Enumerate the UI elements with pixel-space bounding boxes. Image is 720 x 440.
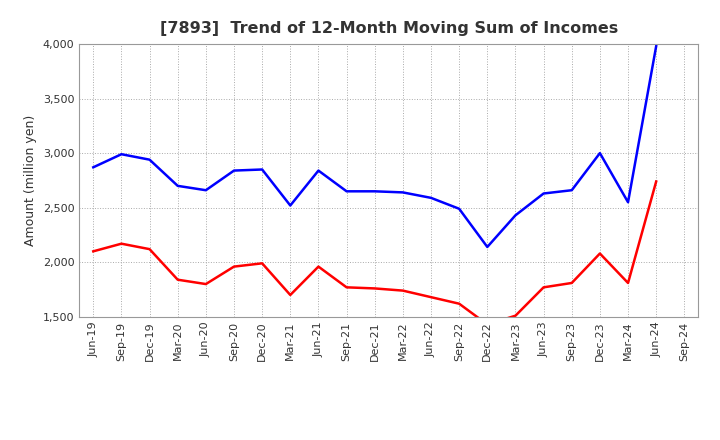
Net Income — [595, 251, 604, 256]
Net Income — [511, 313, 520, 319]
Ordinary Income — [399, 190, 408, 195]
Ordinary Income — [370, 189, 379, 194]
Title: [7893]  Trend of 12-Month Moving Sum of Incomes: [7893] Trend of 12-Month Moving Sum of I… — [160, 21, 618, 36]
Ordinary Income — [427, 195, 436, 201]
Ordinary Income — [595, 150, 604, 156]
Net Income — [258, 260, 266, 266]
Net Income — [230, 264, 238, 269]
Ordinary Income — [567, 187, 576, 193]
Net Income — [174, 277, 182, 282]
Net Income — [455, 301, 464, 306]
Net Income — [370, 286, 379, 291]
Ordinary Income — [511, 213, 520, 218]
Net Income — [652, 179, 660, 184]
Net Income — [483, 322, 492, 327]
Ordinary Income — [89, 165, 98, 170]
Ordinary Income — [174, 183, 182, 188]
Net Income — [89, 249, 98, 254]
Ordinary Income — [202, 187, 210, 193]
Net Income — [539, 285, 548, 290]
Net Income — [399, 288, 408, 293]
Ordinary Income — [230, 168, 238, 173]
Ordinary Income — [539, 191, 548, 196]
Net Income — [117, 241, 126, 246]
Ordinary Income — [652, 44, 660, 49]
Ordinary Income — [624, 200, 632, 205]
Line: Net Income: Net Income — [94, 181, 656, 324]
Net Income — [202, 282, 210, 287]
Net Income — [145, 246, 154, 252]
Ordinary Income — [342, 189, 351, 194]
Ordinary Income — [145, 157, 154, 162]
Ordinary Income — [258, 167, 266, 172]
Ordinary Income — [483, 244, 492, 249]
Ordinary Income — [286, 203, 294, 208]
Net Income — [342, 285, 351, 290]
Net Income — [624, 280, 632, 286]
Net Income — [427, 294, 436, 300]
Line: Ordinary Income: Ordinary Income — [94, 46, 656, 247]
Y-axis label: Amount (million yen): Amount (million yen) — [24, 115, 37, 246]
Net Income — [286, 292, 294, 297]
Net Income — [314, 264, 323, 269]
Ordinary Income — [455, 206, 464, 211]
Ordinary Income — [314, 168, 323, 173]
Net Income — [567, 280, 576, 286]
Ordinary Income — [117, 151, 126, 157]
